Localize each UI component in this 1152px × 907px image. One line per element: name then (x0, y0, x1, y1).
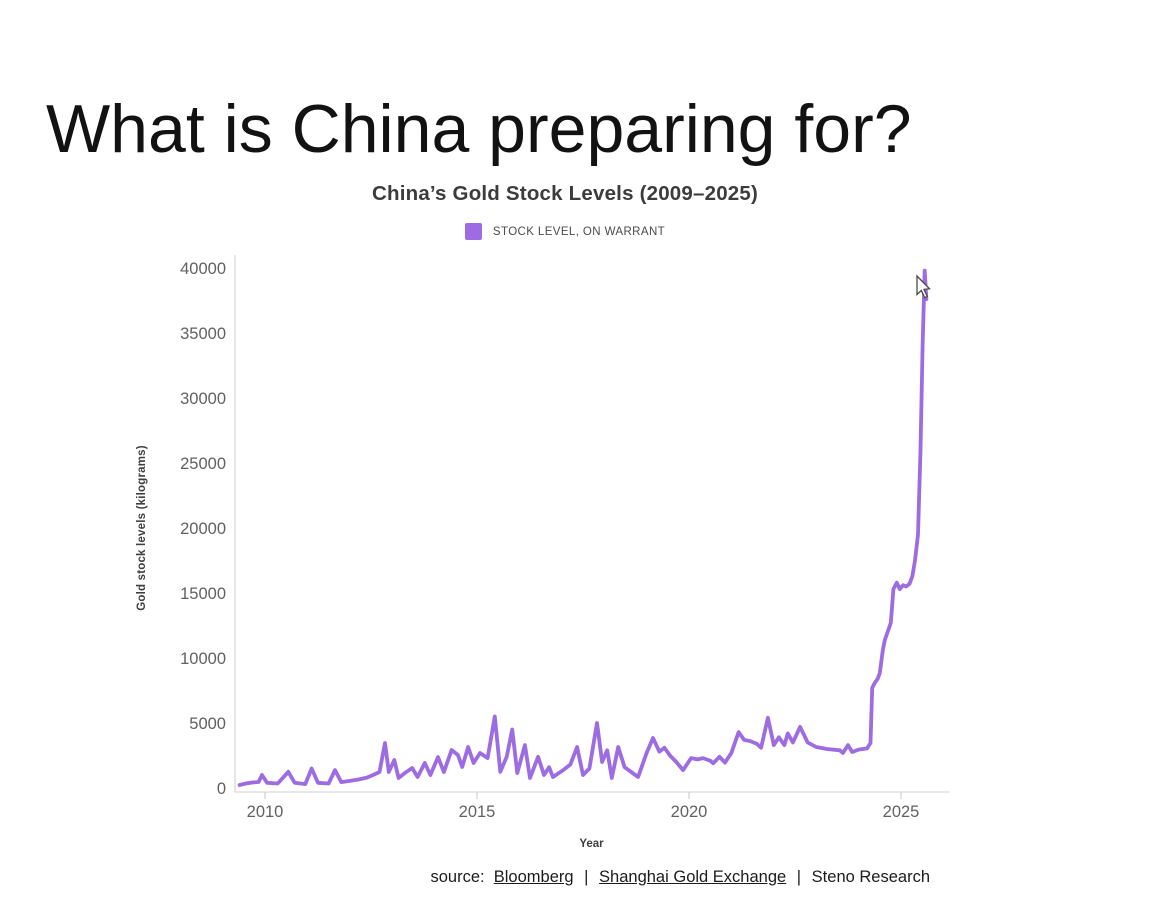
x-tick-label: 2025 (883, 803, 920, 821)
source-link-shanghai-gold-exchange[interactable]: Shanghai Gold Exchange (599, 868, 787, 886)
axis-lines (234, 255, 950, 793)
chart-legend: STOCK LEVEL, ON WARRANT (0, 223, 1130, 240)
legend-label[interactable]: STOCK LEVEL, ON WARRANT (492, 225, 666, 238)
source-steno-research: Steno Research (811, 868, 930, 886)
y-tick-label: 5000 (189, 715, 226, 733)
source-attribution: source: Bloomberg | Shanghai Gold Exchan… (430, 868, 930, 887)
x-axis-title: Year (579, 838, 604, 850)
legend-swatch-stock-level[interactable] (464, 223, 482, 240)
source-link-bloomberg[interactable]: Bloomberg (493, 868, 574, 886)
y-tick-label: 40000 (180, 260, 226, 278)
y-tick-label: 35000 (180, 325, 226, 343)
mouse-cursor-icon (916, 274, 931, 299)
y-tick-label: 25000 (180, 455, 226, 473)
source-divider: | (796, 868, 802, 886)
x-tick-label: 2020 (671, 803, 708, 821)
x-tick-label: 2010 (247, 803, 284, 821)
page-title: What is China preparing for? (46, 90, 912, 167)
y-tick-label: 10000 (180, 650, 226, 668)
y-tick-label: 20000 (180, 520, 226, 538)
y-tick-label: 30000 (180, 390, 226, 408)
chart-title: China’s Gold Stock Levels (2009–2025) (371, 182, 759, 205)
x-tick-label: 2015 (459, 803, 496, 821)
stock-level-line[interactable] (237, 268, 929, 787)
y-tick-label: 0 (217, 780, 226, 798)
y-tick-label: 15000 (180, 585, 226, 603)
source-prefix: source: (430, 868, 485, 886)
source-divider: | (584, 868, 589, 886)
